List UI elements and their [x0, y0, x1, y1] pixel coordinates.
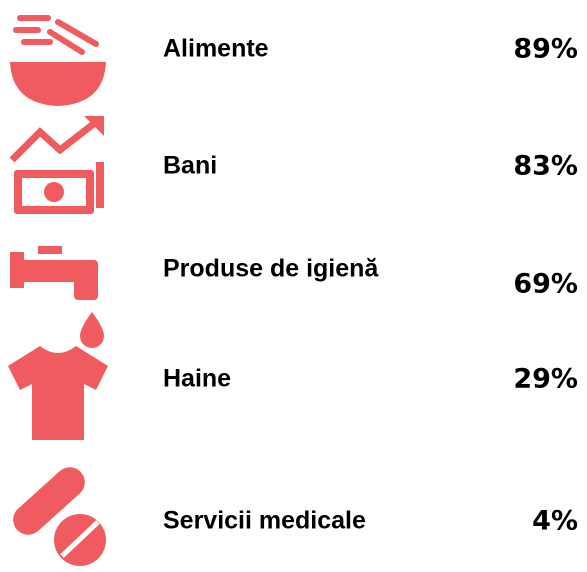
shirt-icon [8, 346, 108, 440]
faucet-icon [10, 246, 104, 348]
item-label: Servicii medicale [163, 507, 366, 535]
item-value: 69% [513, 269, 578, 300]
item-value: 89% [513, 34, 578, 65]
food-icon [10, 15, 106, 106]
item-value: 29% [513, 364, 578, 395]
money-icon [9, 116, 104, 214]
item-label: Produse de igienă [163, 255, 379, 283]
item-value: 4% [532, 506, 578, 537]
item-label: Haine [163, 365, 231, 393]
item-value: 83% [513, 151, 578, 182]
item-label: Bani [163, 152, 217, 180]
pills-icon [13, 467, 106, 566]
item-label: Alimente [163, 35, 269, 63]
